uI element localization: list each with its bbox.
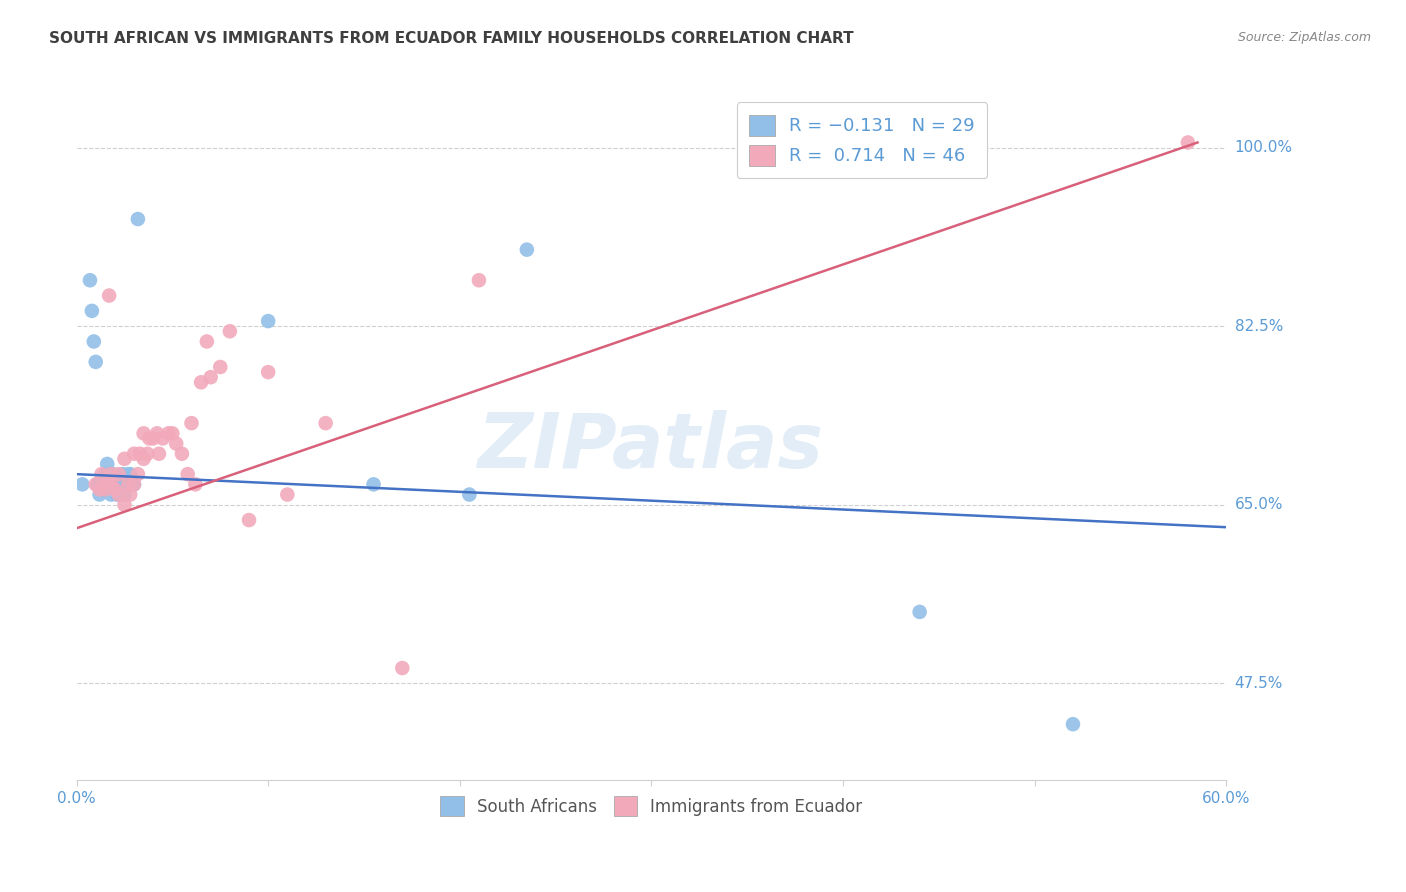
Point xyxy=(152,432,174,446)
Point xyxy=(257,365,280,379)
Point xyxy=(96,477,118,491)
Point xyxy=(136,447,159,461)
Text: 47.5%: 47.5% xyxy=(1234,676,1282,690)
Point xyxy=(176,467,198,482)
Text: SOUTH AFRICAN VS IMMIGRANTS FROM ECUADOR FAMILY HOUSEHOLDS CORRELATION CHART: SOUTH AFRICAN VS IMMIGRANTS FROM ECUADOR… xyxy=(49,31,853,46)
Point xyxy=(162,426,184,441)
Point xyxy=(1177,136,1199,150)
Point xyxy=(132,426,155,441)
Point xyxy=(110,483,132,497)
Point xyxy=(257,314,280,328)
Text: 82.5%: 82.5% xyxy=(1234,318,1282,334)
Point xyxy=(132,451,155,466)
Point xyxy=(148,447,170,461)
Point xyxy=(96,457,118,471)
Point xyxy=(83,334,105,349)
Point xyxy=(105,487,128,501)
Point xyxy=(90,467,112,482)
Point xyxy=(101,467,124,482)
Point xyxy=(117,477,139,491)
Point xyxy=(98,467,121,482)
Point xyxy=(127,212,149,227)
Point xyxy=(120,487,142,501)
Point xyxy=(468,273,491,287)
Point xyxy=(79,273,101,287)
Point xyxy=(72,477,94,491)
Point xyxy=(315,416,337,430)
Point xyxy=(363,477,385,491)
Point xyxy=(104,483,127,497)
Point xyxy=(111,467,134,482)
Point xyxy=(120,467,142,482)
Point xyxy=(114,487,136,501)
Point xyxy=(114,451,136,466)
Point xyxy=(93,483,115,497)
Point xyxy=(104,477,127,491)
Point xyxy=(122,447,145,461)
Point xyxy=(94,483,117,497)
Point xyxy=(276,487,298,501)
Point xyxy=(89,483,111,497)
Point xyxy=(138,432,160,446)
Point xyxy=(127,467,149,482)
Point xyxy=(84,477,107,491)
Point xyxy=(218,324,240,338)
Point xyxy=(128,447,150,461)
Point xyxy=(80,304,103,318)
Point xyxy=(89,487,111,501)
Point xyxy=(184,477,207,491)
Point xyxy=(1062,717,1084,731)
Point xyxy=(100,487,122,501)
Point xyxy=(100,467,122,482)
Point xyxy=(458,487,481,501)
Point xyxy=(94,477,117,491)
Point xyxy=(107,477,129,491)
Point xyxy=(107,487,129,501)
Point xyxy=(908,605,931,619)
Point xyxy=(98,288,121,302)
Text: Source: ZipAtlas.com: Source: ZipAtlas.com xyxy=(1237,31,1371,45)
Point xyxy=(142,432,165,446)
Point xyxy=(94,467,117,482)
Point xyxy=(90,477,112,491)
Point xyxy=(100,477,122,491)
Point xyxy=(117,467,139,482)
Text: 65.0%: 65.0% xyxy=(1234,497,1284,512)
Point xyxy=(107,467,129,482)
Point xyxy=(107,487,129,501)
Point xyxy=(114,477,136,491)
Point xyxy=(238,513,260,527)
Point xyxy=(516,243,538,257)
Point xyxy=(114,498,136,512)
Point xyxy=(122,477,145,491)
Point xyxy=(146,426,169,441)
Point xyxy=(84,355,107,369)
Point xyxy=(180,416,202,430)
Point xyxy=(86,477,108,491)
Point xyxy=(200,370,222,384)
Point xyxy=(391,661,413,675)
Point xyxy=(209,359,232,374)
Text: ZIPatlas: ZIPatlas xyxy=(478,410,824,484)
Point xyxy=(195,334,218,349)
Point xyxy=(122,477,145,491)
Point xyxy=(170,447,193,461)
Point xyxy=(165,436,187,450)
Text: 100.0%: 100.0% xyxy=(1234,140,1292,155)
Legend: South Africans, Immigrants from Ecuador: South Africans, Immigrants from Ecuador xyxy=(432,789,870,824)
Point xyxy=(190,376,212,390)
Point xyxy=(100,477,122,491)
Point xyxy=(157,426,180,441)
